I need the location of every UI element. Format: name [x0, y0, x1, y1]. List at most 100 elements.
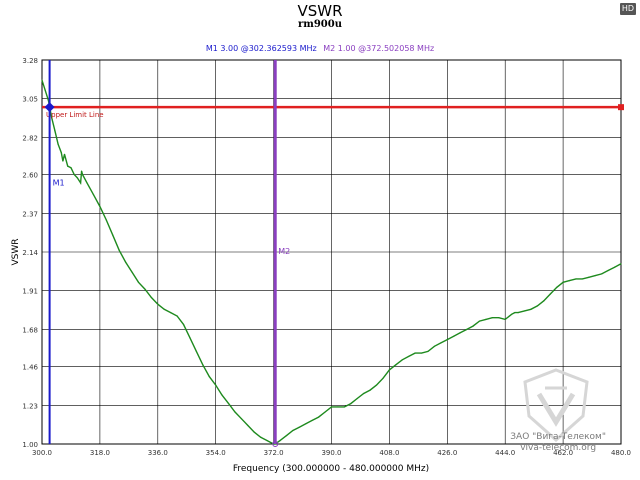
- x-tick-labels: 300.0 318.0 336.0 354.0 372.0 390.0 408.0 426.0…: [32, 449, 631, 457]
- y-tick-label: 3.05: [22, 96, 38, 104]
- data-point: [311, 419, 313, 422]
- marker-point-m1[interactable]: [44, 102, 55, 113]
- y-tick-label: 2.37: [22, 210, 38, 218]
- data-point: [414, 352, 416, 354]
- data-point: [556, 286, 558, 288]
- marker-label-m2: M2: [278, 247, 290, 256]
- data-point: [260, 436, 262, 438]
- chart-title: VSWR: [297, 2, 343, 20]
- data-point: [420, 352, 423, 354]
- y-tick-label: 1.91: [22, 288, 38, 296]
- data-point: [60, 152, 62, 154]
- data-point: [137, 281, 140, 283]
- watermark-logo: [523, 368, 589, 443]
- data-point: [478, 320, 481, 322]
- hd-badge: HD: [620, 3, 636, 15]
- data-point: [401, 359, 403, 361]
- data-point: [86, 182, 88, 184]
- data-point: [523, 310, 526, 312]
- data-point: [613, 266, 616, 268]
- data-point: [215, 384, 217, 386]
- data-point: [446, 338, 448, 341]
- data-point: [285, 434, 288, 437]
- x-tick-label: 336.0: [148, 449, 168, 457]
- data-point: [337, 406, 339, 408]
- data-point: [112, 234, 114, 236]
- data-point: [182, 323, 185, 326]
- data-point: [536, 305, 538, 307]
- data-point: [453, 335, 455, 337]
- chart-subtitle: rm900u: [298, 19, 342, 30]
- data-point: [356, 397, 358, 400]
- data-point: [73, 173, 75, 176]
- data-point: [195, 350, 197, 352]
- data-point: [266, 440, 268, 442]
- y-tick-label: 3.28: [22, 57, 38, 65]
- watermark-company: ЗАО "Вига-Телеком": [510, 432, 606, 442]
- data-point: [81, 173, 84, 176]
- data-point: [350, 402, 352, 405]
- data-point: [253, 431, 255, 433]
- data-point: [530, 308, 532, 310]
- data-point: [144, 288, 146, 290]
- data-point: [227, 402, 230, 405]
- data-point: [549, 293, 551, 295]
- watermark-site: viva-telecom.org: [520, 443, 597, 453]
- data-point: [318, 416, 320, 418]
- data-point: [330, 406, 333, 408]
- data-point: [157, 303, 159, 305]
- data-point: [459, 332, 461, 334]
- data-point: [279, 440, 281, 442]
- data-point: [514, 312, 516, 314]
- upper-limit-handle[interactable]: [618, 104, 624, 111]
- data-point: [292, 429, 294, 432]
- data-point: [581, 278, 584, 280]
- data-point: [607, 269, 609, 272]
- x-tick-label: 408.0: [379, 449, 399, 457]
- marker-m2-readout: M2 1.00 @372.502058 MHz: [323, 44, 435, 53]
- data-point: [343, 406, 345, 408]
- data-point: [511, 313, 513, 315]
- overlay-layer: Upper Limit Line M1 M2: [42, 60, 624, 447]
- marker-point-m2[interactable]: [272, 441, 279, 447]
- data-point: [76, 177, 78, 179]
- data-point: [202, 364, 204, 366]
- data-point: [80, 182, 82, 184]
- x-tick-label: 462.0: [553, 449, 573, 457]
- data-point: [369, 389, 371, 391]
- data-point: [568, 280, 571, 282]
- data-point: [305, 423, 307, 425]
- data-point: [63, 153, 66, 155]
- data-point: [517, 312, 519, 314]
- x-tick-label: 480.0: [611, 449, 631, 457]
- data-point: [118, 249, 120, 251]
- data-point: [44, 89, 46, 91]
- data-point: [170, 312, 172, 314]
- data-point: [594, 274, 596, 277]
- data-point: [408, 355, 410, 358]
- x-tick-label: 318.0: [90, 449, 110, 457]
- data-point: [70, 167, 72, 169]
- data-point: [395, 364, 397, 366]
- data-point: [41, 79, 43, 81]
- y-tick-label: 1.46: [22, 364, 38, 372]
- data-point: [298, 426, 300, 428]
- data-point: [92, 194, 95, 196]
- data-point: [433, 345, 436, 347]
- data-point: [62, 160, 64, 162]
- x-tick-label: 372.0: [264, 449, 284, 457]
- data-point: [51, 116, 53, 118]
- data-point: [105, 219, 107, 221]
- data-point: [375, 384, 378, 386]
- x-axis-label: Frequency (300.000000 - 480.000000 MHz): [233, 464, 429, 474]
- data-point: [57, 143, 59, 145]
- x-tick-label: 426.0: [437, 449, 457, 457]
- data-point: [221, 394, 223, 396]
- data-point: [208, 376, 210, 378]
- marker-label-m1: M1: [53, 179, 65, 188]
- x-tick-label: 354.0: [206, 449, 226, 457]
- data-point: [131, 271, 133, 273]
- data-point: [588, 276, 590, 278]
- data-point: [562, 281, 564, 283]
